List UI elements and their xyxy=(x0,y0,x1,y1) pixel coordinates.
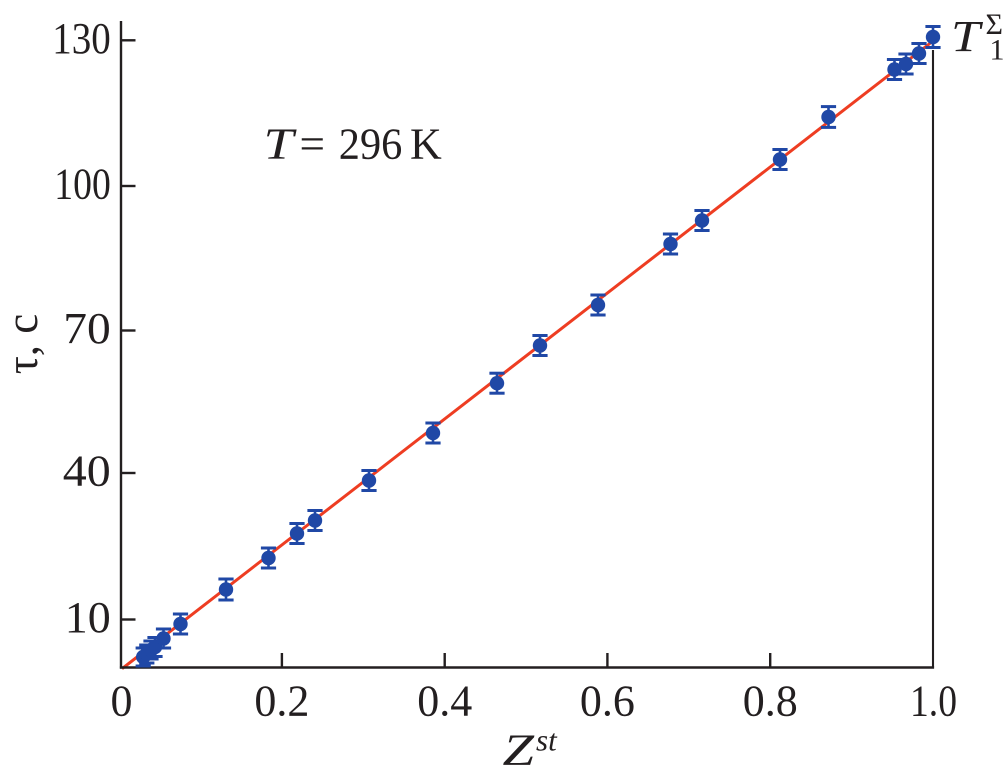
svg-text:T: T xyxy=(264,120,298,169)
svg-text:130: 130 xyxy=(52,14,111,63)
svg-text:T: T xyxy=(951,12,984,61)
svg-text:=: = xyxy=(300,120,326,169)
svg-text:st: st xyxy=(536,723,558,758)
svg-text:1: 1 xyxy=(990,34,1003,67)
svg-text:0.2: 0.2 xyxy=(254,676,309,725)
svg-text:Σ: Σ xyxy=(986,8,1003,41)
svg-text:τ, c: τ, c xyxy=(0,314,47,375)
svg-text:100: 100 xyxy=(54,160,111,209)
svg-text:0.8: 0.8 xyxy=(743,676,798,725)
svg-text:40: 40 xyxy=(63,447,111,496)
svg-text:296: 296 xyxy=(339,120,403,169)
svg-text:0.4: 0.4 xyxy=(417,676,472,725)
svg-text:70: 70 xyxy=(63,304,111,353)
svg-text:0.6: 0.6 xyxy=(580,676,635,725)
svg-text:K: K xyxy=(410,120,442,169)
svg-text:Z: Z xyxy=(503,726,535,775)
svg-text:1.0: 1.0 xyxy=(910,676,957,725)
svg-text:10: 10 xyxy=(65,593,111,642)
svg-text:0: 0 xyxy=(111,676,133,725)
